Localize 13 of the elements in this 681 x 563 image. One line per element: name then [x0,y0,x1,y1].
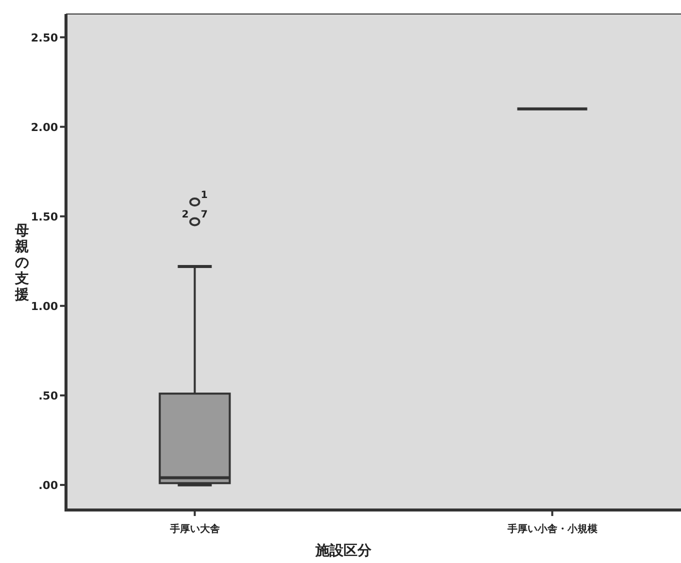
y-tick-label: .50 [38,389,58,402]
y-tick-label: .00 [38,478,58,492]
annotation: 2 [182,210,189,221]
y-tick-label: 2.50 [30,31,58,44]
annotation: 1 [200,190,208,202]
x-tick-label: 手厚い大舎 [168,523,220,535]
y-tick-label: 1.50 [30,210,58,224]
x-tick-label: 手厚い小舎・小規模 [506,523,598,535]
x-axis-title: 施設区分 [314,543,372,559]
y-tick-label: 1.00 [30,300,58,313]
annotation: 7 [200,210,208,221]
y-axis-title: 母親の支援 [14,223,29,303]
y-tick-label: 2.00 [30,120,58,134]
